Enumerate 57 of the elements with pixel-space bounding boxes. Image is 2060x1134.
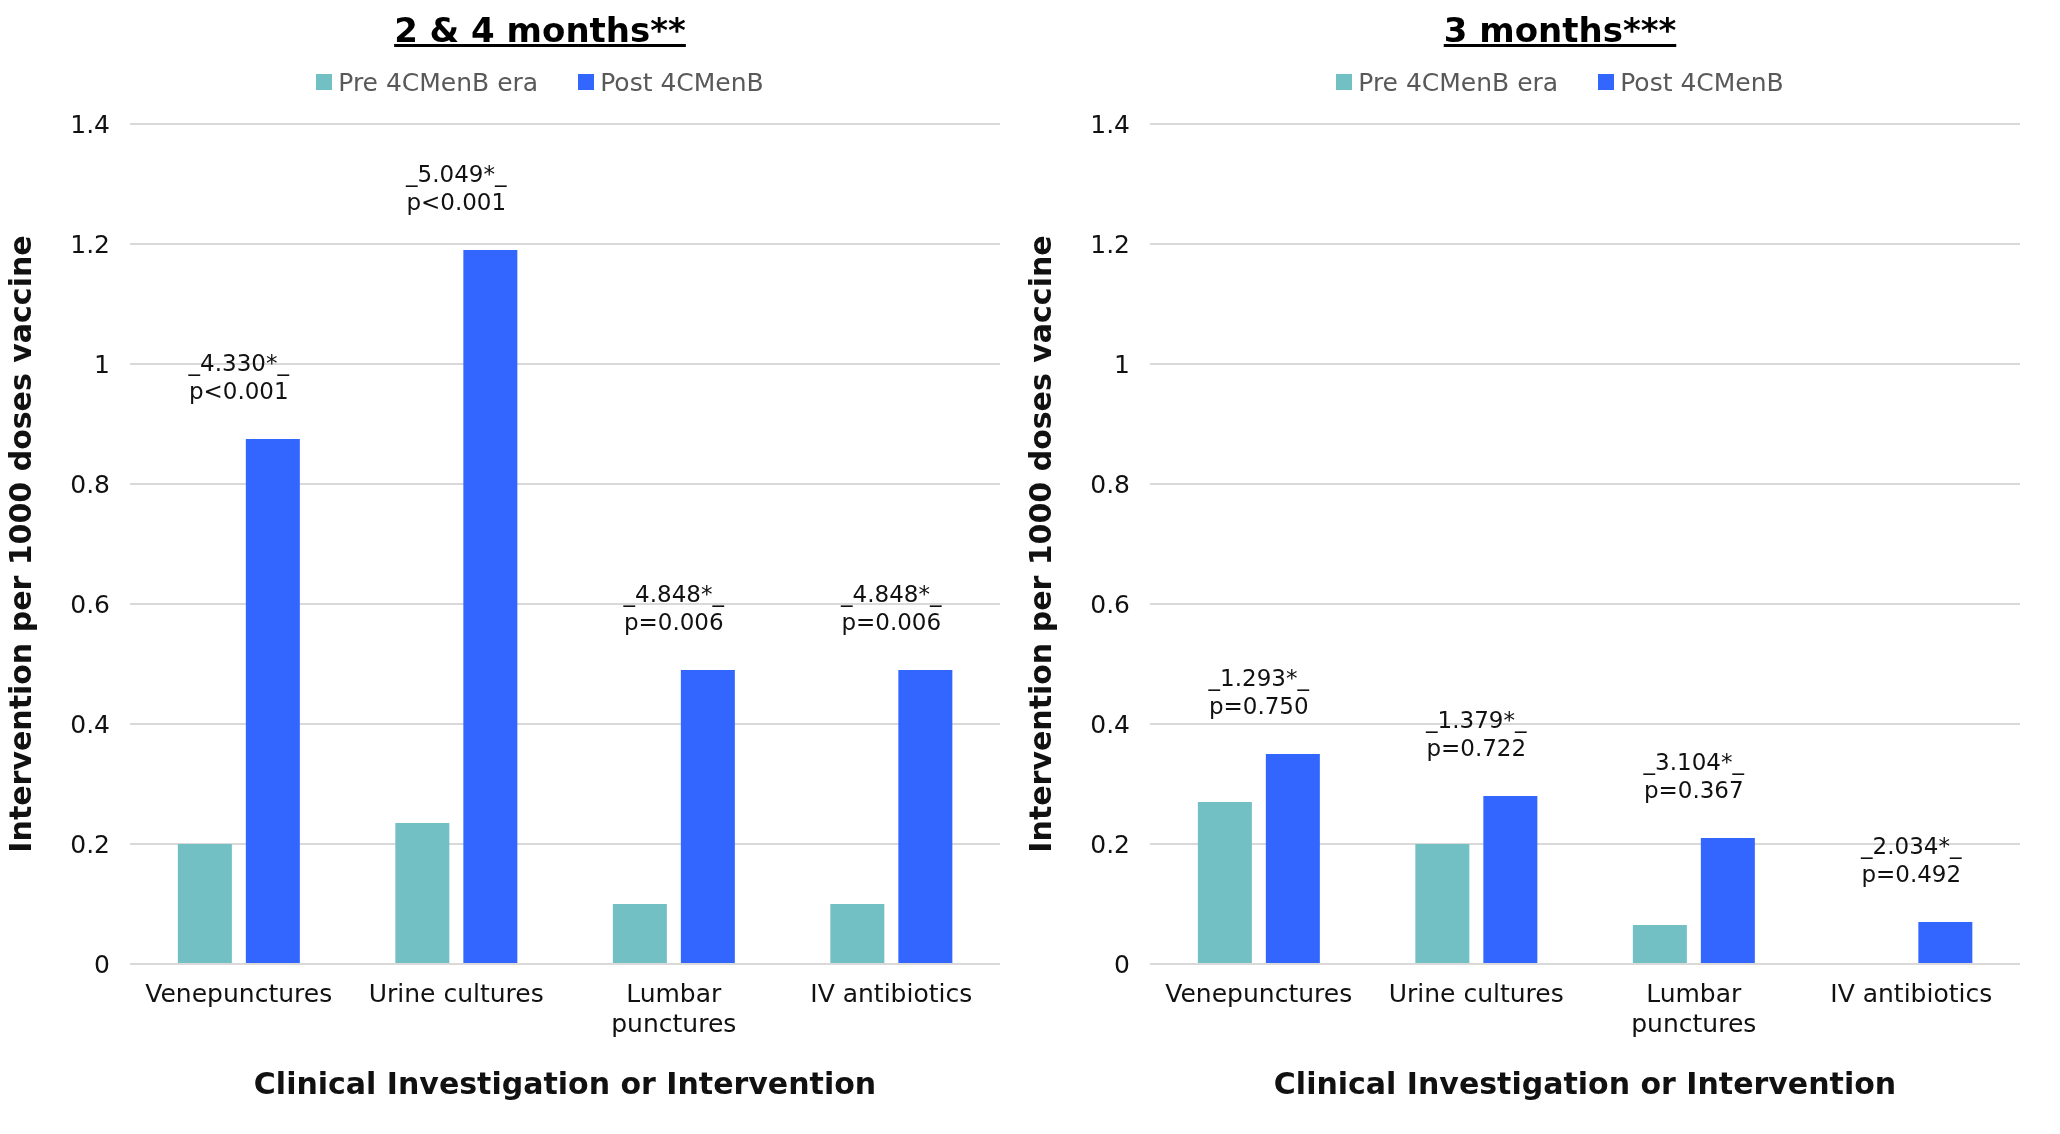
y-axis-title: Intervention per 1000 doses vaccine — [1022, 235, 1058, 853]
bar — [245, 439, 300, 964]
legend-label: Post 4CMenB — [1619, 67, 1784, 97]
y-tick-label: 0.8 — [1090, 469, 1130, 499]
bar — [1265, 754, 1320, 964]
bar — [1483, 796, 1538, 964]
y-tick-label: 1 — [1114, 349, 1130, 379]
bar — [1700, 838, 1755, 964]
bar — [1632, 925, 1687, 964]
annotation: _3.104*_ p=0.367 — [1642, 749, 1745, 803]
y-tick-label: 0.8 — [70, 469, 110, 499]
x-tick-label: Venepunctures — [1165, 979, 1353, 1008]
annotation: _4.848*_ p=0.006 — [622, 581, 725, 635]
annotation: _4.330*_ p<0.001 — [187, 350, 290, 404]
legend-label: Pre 4CMenB era — [1357, 67, 1559, 97]
x-tick-label: Lumbar punctures — [611, 979, 737, 1038]
bar — [1197, 802, 1252, 964]
y-tick-label: 0.6 — [70, 589, 110, 619]
y-tick-label: 0.4 — [70, 709, 110, 739]
annotation: _5.049*_ p<0.001 — [405, 161, 507, 215]
bar — [1415, 844, 1470, 964]
bar — [177, 844, 232, 964]
bar — [898, 670, 953, 964]
x-tick-label: Urine cultures — [1388, 979, 1564, 1008]
bar — [612, 904, 667, 964]
annotation: _2.034*_ p=0.492 — [1860, 833, 1962, 887]
y-tick-label: 0.6 — [1090, 589, 1130, 619]
y-tick-label: 1.2 — [70, 229, 110, 259]
x-axis-title: Clinical Investigation or Intervention — [253, 1066, 877, 1101]
y-axis-title: Intervention per 1000 doses vaccine — [2, 235, 38, 853]
x-axis-title: Clinical Investigation or Intervention — [1273, 1066, 1897, 1101]
bar — [1918, 922, 1973, 964]
bar — [680, 670, 735, 964]
y-tick-label: 0.2 — [1090, 829, 1130, 859]
x-tick-label: Urine cultures — [368, 979, 544, 1008]
y-tick-label: 1.4 — [70, 109, 110, 139]
y-tick-label: 1 — [94, 349, 110, 379]
y-tick-label: 0 — [1114, 949, 1130, 979]
chart-title: 2 & 4 months** — [393, 9, 687, 52]
annotation: _1.379*_ p=0.722 — [1425, 707, 1527, 761]
x-tick-label: Venepunctures — [145, 979, 333, 1008]
bar — [463, 250, 518, 964]
y-tick-label: 0.2 — [70, 829, 110, 859]
legend-label: Pre 4CMenB era — [337, 67, 539, 97]
x-tick-label: Lumbar punctures — [1631, 979, 1757, 1038]
y-tick-label: 1.2 — [1090, 229, 1130, 259]
y-tick-label: 1.4 — [1090, 109, 1130, 139]
bar — [830, 904, 885, 964]
annotation: _4.848*_ p=0.006 — [840, 581, 942, 635]
x-tick-label: IV antibiotics — [810, 979, 973, 1008]
y-tick-label: 0 — [94, 949, 110, 979]
bar — [395, 823, 450, 964]
chart-title: 3 months*** — [1442, 9, 1678, 52]
annotation: _1.293*_ p=0.750 — [1207, 665, 1310, 719]
y-tick-label: 0.4 — [1090, 709, 1130, 739]
legend-label: Post 4CMenB — [599, 67, 764, 97]
x-tick-label: IV antibiotics — [1830, 979, 1993, 1008]
